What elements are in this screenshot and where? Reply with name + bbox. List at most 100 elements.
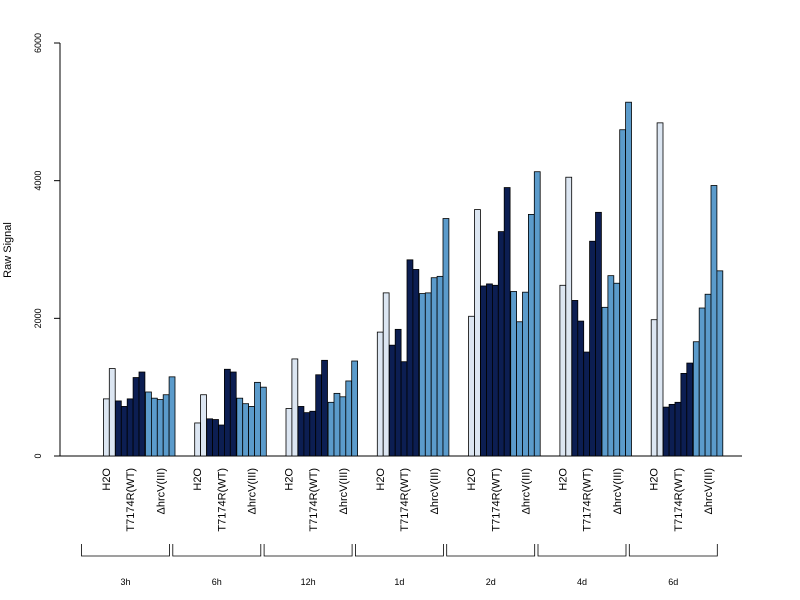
bar	[194, 422, 201, 457]
bar	[468, 315, 475, 457]
bar	[674, 401, 682, 457]
bar	[115, 400, 122, 457]
condition-label: ΔhrcV(III)	[247, 468, 259, 514]
bar	[103, 398, 110, 457]
condition-label: T7174R(WT)	[490, 468, 502, 532]
bar	[126, 398, 134, 457]
bar	[400, 361, 408, 457]
bar	[704, 293, 712, 457]
bar	[595, 211, 602, 457]
bar	[680, 372, 688, 457]
y-axis: 0 2000 4000 6000	[33, 33, 61, 459]
y-tick-label: 2000	[33, 308, 43, 328]
bar	[156, 399, 164, 457]
time-label: 6h	[212, 577, 222, 587]
time-bracket	[446, 544, 536, 557]
time-bracket	[355, 544, 444, 557]
condition-label: H2O	[101, 468, 113, 491]
time-bracket	[263, 544, 353, 557]
condition-labels-layer: H2O T7174R(WT) ΔhrcV(III) H2O T7174R(WT) Δhrc…	[101, 468, 715, 532]
bar	[607, 275, 615, 457]
bar	[710, 185, 718, 457]
time-label: 2d	[486, 577, 496, 587]
bar	[162, 394, 170, 457]
condition-label: ΔhrcV(III)	[338, 468, 350, 514]
bar	[212, 419, 219, 457]
bar	[297, 406, 305, 457]
bar	[200, 394, 207, 457]
condition-label: ΔhrcV(III)	[612, 468, 624, 514]
y-tick-label: 4000	[33, 171, 43, 191]
y-axis-label: Raw Signal	[2, 222, 14, 278]
bar	[486, 283, 493, 457]
bar	[327, 401, 335, 457]
bar	[388, 344, 396, 457]
bar	[418, 293, 426, 457]
condition-label: H2O	[466, 468, 478, 491]
bar	[120, 406, 128, 457]
bar	[394, 328, 402, 457]
condition-label: H2O	[192, 468, 204, 491]
bar	[218, 424, 225, 457]
time-label: 12h	[301, 577, 316, 587]
bar	[528, 213, 535, 457]
bar	[309, 410, 317, 457]
time-bracket	[537, 544, 627, 557]
condition-label: H2O	[284, 468, 296, 491]
bar	[619, 129, 627, 457]
bar	[333, 392, 341, 457]
bar	[577, 320, 585, 457]
bar	[145, 391, 152, 457]
bar	[339, 396, 347, 457]
bar	[571, 300, 579, 457]
time-label: 4d	[577, 577, 587, 587]
bar	[168, 376, 176, 457]
bar	[656, 122, 664, 457]
condition-label: H2O	[649, 468, 661, 491]
condition-label: T7174R(WT)	[582, 468, 594, 532]
bar	[686, 362, 694, 457]
bar	[692, 341, 700, 457]
bar	[291, 358, 299, 457]
bar	[565, 176, 573, 457]
bar	[206, 418, 213, 457]
y-tick-label: 6000	[33, 33, 43, 53]
bar	[315, 374, 323, 457]
bar	[259, 386, 267, 457]
bar	[108, 368, 116, 457]
bar	[430, 277, 438, 457]
condition-label: T7174R(WT)	[673, 468, 685, 532]
bar	[503, 187, 511, 457]
time-label: 3h	[120, 577, 130, 587]
bar	[583, 351, 591, 457]
condition-label: ΔhrcV(III)	[429, 468, 441, 514]
y-tick-label: 0	[33, 453, 43, 458]
bar	[248, 406, 255, 457]
bar	[510, 291, 518, 457]
bar	[497, 231, 505, 457]
time-label: 1d	[394, 577, 404, 587]
bar	[625, 101, 632, 457]
condition-label: H2O	[375, 468, 387, 491]
time-bracket	[172, 544, 262, 557]
bar	[406, 259, 414, 457]
bar	[662, 406, 670, 457]
bar	[559, 284, 567, 457]
bar	[442, 218, 450, 457]
bar	[132, 377, 140, 457]
bar	[303, 412, 311, 457]
bar	[668, 403, 676, 457]
bar	[150, 397, 158, 457]
condition-label: T7174R(WT)	[399, 468, 411, 532]
condition-label: ΔhrcV(III)	[521, 468, 533, 514]
bar	[613, 282, 621, 457]
time-bracket	[81, 544, 170, 557]
bar	[382, 292, 390, 457]
bar	[321, 359, 328, 457]
bar	[480, 285, 487, 457]
bar	[412, 269, 420, 457]
bar	[285, 408, 293, 457]
bar	[601, 306, 609, 457]
bar	[229, 371, 237, 457]
bar	[516, 321, 523, 457]
